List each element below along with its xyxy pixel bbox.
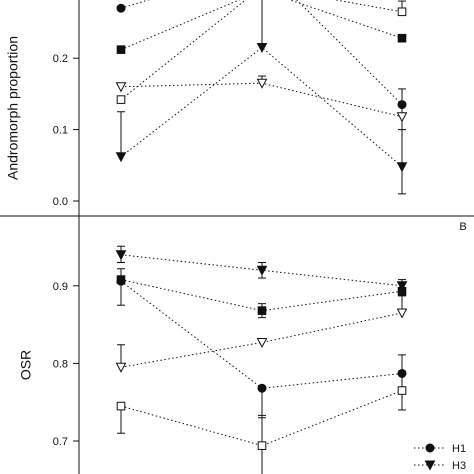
panel-a-series-2-point xyxy=(397,33,407,43)
panel-b-y-tick-label: 0.9 xyxy=(53,281,68,293)
panel-a-series-4-point xyxy=(115,82,127,93)
panel-b-series-3-point xyxy=(257,306,267,315)
panel-a-series-2-point xyxy=(116,45,126,54)
panel-a-series-3-line xyxy=(120,46,403,168)
panel-b-series-4-point xyxy=(396,308,408,319)
panel-b-series-1-line xyxy=(120,280,403,389)
panel-b-series-4-point xyxy=(115,362,127,373)
panel-a-series-5-line xyxy=(120,0,403,101)
panel-a-series-5-point xyxy=(397,7,407,17)
panel-b-y-tick-label: 0.7 xyxy=(53,436,68,448)
panel-a-series-4-point xyxy=(396,112,408,123)
panel-b-series-1-point xyxy=(257,383,267,393)
legend-marker xyxy=(425,443,435,453)
panel-a-y-tick-label: 0.2 xyxy=(53,53,68,65)
panel-a-y-tick-label: 0.0 xyxy=(53,196,68,208)
panel-b-plot-area xyxy=(115,245,408,474)
panel-a-y-tick-label: 0.1 xyxy=(53,125,68,137)
panel-b-series-5-point xyxy=(257,441,267,450)
panel-a: Andromorph proportion 0.0 0.1 0.2 xyxy=(5,0,408,216)
panel-b-series-5-line xyxy=(120,390,403,447)
panel-a-plot-area xyxy=(115,0,408,195)
panel-b-series-3-point xyxy=(116,275,126,284)
legend-label: H3 xyxy=(452,460,466,472)
panel-a-series-3-point xyxy=(256,42,268,54)
legend-marker xyxy=(424,460,436,471)
panel-b-y-ticks: 0.7 0.8 0.9 xyxy=(53,281,79,448)
panel-b-series-2-point xyxy=(256,265,268,276)
panel-a-y-ticks: 0.0 0.1 0.2 xyxy=(53,53,79,208)
panel-b-series-5-point xyxy=(116,401,126,411)
panel-b-y-axis-title: OSR xyxy=(18,350,34,380)
panel-a-series-4-line xyxy=(120,82,403,118)
panel-b-letter: B xyxy=(459,221,466,233)
panel-a-series-5-point xyxy=(116,95,126,104)
panel-a-series-3-point xyxy=(115,152,127,163)
panel-b-series-4-point xyxy=(256,337,268,349)
panel-b-series-2-point xyxy=(115,250,127,261)
panel-a-y-axis-title: Andromorph proportion xyxy=(5,36,21,180)
panel-a-series-4-point xyxy=(256,78,268,89)
legend-label: H1 xyxy=(452,443,466,455)
panel-b-y-tick-label: 0.8 xyxy=(53,358,68,370)
panel-a-series-1-point xyxy=(116,3,126,13)
panel-b-series-3-point xyxy=(397,286,407,296)
panel-b-series-5-point xyxy=(397,386,407,395)
panel-a-series-3-point xyxy=(396,162,408,173)
panel-b-series-2-point xyxy=(396,281,408,292)
